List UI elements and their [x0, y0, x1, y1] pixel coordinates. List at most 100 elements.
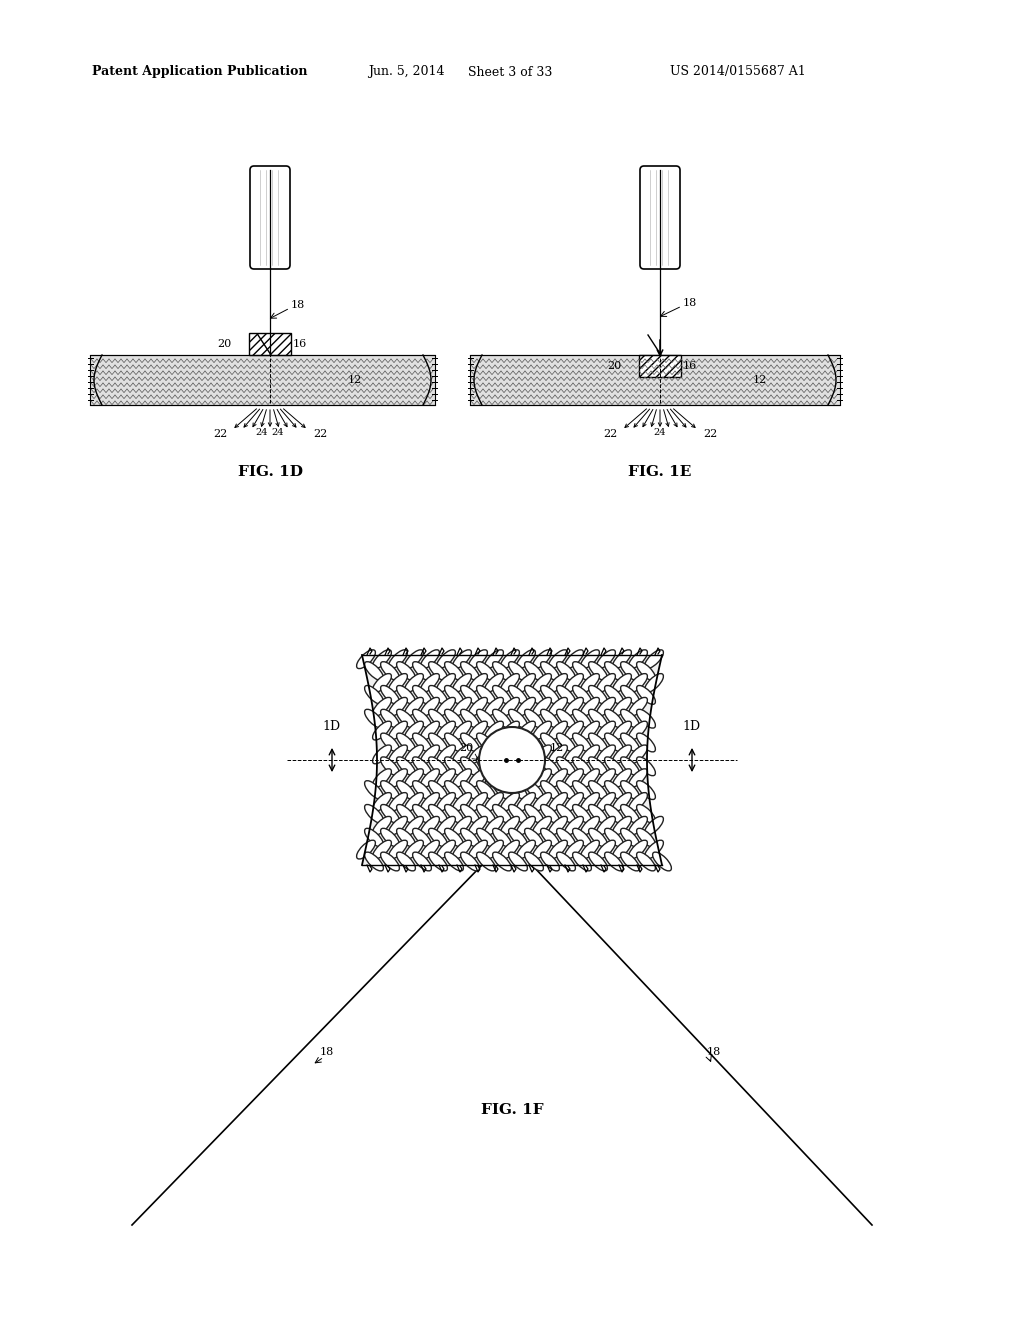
Ellipse shape — [581, 816, 599, 836]
Ellipse shape — [429, 804, 447, 824]
Ellipse shape — [604, 756, 624, 776]
Ellipse shape — [365, 685, 383, 705]
Ellipse shape — [501, 841, 519, 859]
Ellipse shape — [404, 697, 423, 717]
Ellipse shape — [564, 792, 584, 812]
Ellipse shape — [453, 841, 471, 859]
Ellipse shape — [532, 744, 551, 764]
Ellipse shape — [524, 828, 544, 847]
Ellipse shape — [388, 697, 408, 717]
Ellipse shape — [444, 853, 464, 871]
Ellipse shape — [365, 804, 383, 824]
Ellipse shape — [469, 792, 487, 812]
Ellipse shape — [413, 661, 431, 681]
Ellipse shape — [644, 841, 664, 859]
Ellipse shape — [581, 841, 599, 859]
Ellipse shape — [597, 744, 615, 764]
Ellipse shape — [429, 756, 447, 776]
Ellipse shape — [637, 804, 655, 824]
Text: 18: 18 — [319, 1047, 334, 1057]
Ellipse shape — [549, 721, 567, 741]
Circle shape — [479, 727, 545, 793]
Ellipse shape — [532, 673, 551, 693]
Ellipse shape — [589, 756, 607, 776]
Ellipse shape — [493, 661, 511, 681]
Ellipse shape — [436, 768, 456, 788]
Ellipse shape — [589, 661, 607, 681]
Polygon shape — [362, 655, 662, 865]
Ellipse shape — [429, 709, 447, 729]
Ellipse shape — [621, 804, 639, 824]
Text: 1D: 1D — [683, 719, 701, 733]
Ellipse shape — [516, 841, 536, 859]
Ellipse shape — [501, 673, 519, 693]
Ellipse shape — [453, 792, 471, 812]
Ellipse shape — [557, 661, 575, 681]
Ellipse shape — [549, 768, 567, 788]
Ellipse shape — [365, 661, 383, 681]
Ellipse shape — [564, 841, 584, 859]
Ellipse shape — [597, 841, 615, 859]
Ellipse shape — [413, 756, 431, 776]
Ellipse shape — [612, 649, 632, 669]
Ellipse shape — [484, 721, 504, 741]
Ellipse shape — [516, 721, 536, 741]
Ellipse shape — [629, 768, 647, 788]
Text: 24: 24 — [653, 428, 667, 437]
Ellipse shape — [541, 828, 559, 847]
Ellipse shape — [524, 756, 544, 776]
Ellipse shape — [532, 649, 551, 669]
Ellipse shape — [484, 816, 504, 836]
Ellipse shape — [516, 792, 536, 812]
Ellipse shape — [461, 780, 479, 800]
Ellipse shape — [413, 804, 431, 824]
Ellipse shape — [597, 816, 615, 836]
Ellipse shape — [637, 685, 655, 705]
Ellipse shape — [373, 697, 391, 717]
Ellipse shape — [493, 756, 511, 776]
Ellipse shape — [532, 816, 551, 836]
Ellipse shape — [629, 841, 647, 859]
Ellipse shape — [572, 733, 592, 752]
Ellipse shape — [597, 792, 615, 812]
Ellipse shape — [549, 649, 567, 669]
Ellipse shape — [373, 768, 391, 788]
Ellipse shape — [612, 816, 632, 836]
Ellipse shape — [476, 853, 496, 871]
Ellipse shape — [637, 733, 655, 752]
Ellipse shape — [509, 804, 527, 824]
Text: 24: 24 — [271, 428, 285, 437]
Ellipse shape — [421, 744, 439, 764]
Ellipse shape — [381, 780, 399, 800]
Ellipse shape — [581, 649, 599, 669]
Ellipse shape — [621, 756, 639, 776]
Ellipse shape — [524, 804, 544, 824]
Ellipse shape — [501, 792, 519, 812]
Ellipse shape — [444, 780, 464, 800]
Ellipse shape — [461, 853, 479, 871]
Ellipse shape — [532, 721, 551, 741]
Ellipse shape — [421, 697, 439, 717]
Ellipse shape — [557, 733, 575, 752]
Ellipse shape — [549, 697, 567, 717]
Ellipse shape — [453, 744, 471, 764]
Ellipse shape — [396, 709, 416, 729]
Ellipse shape — [597, 721, 615, 741]
Ellipse shape — [589, 733, 607, 752]
Ellipse shape — [381, 853, 399, 871]
Ellipse shape — [509, 709, 527, 729]
Ellipse shape — [404, 768, 423, 788]
Ellipse shape — [356, 841, 376, 859]
Ellipse shape — [373, 744, 391, 764]
Ellipse shape — [373, 792, 391, 812]
Ellipse shape — [557, 804, 575, 824]
FancyBboxPatch shape — [250, 166, 290, 269]
Ellipse shape — [413, 733, 431, 752]
Ellipse shape — [396, 804, 416, 824]
Ellipse shape — [581, 744, 599, 764]
Ellipse shape — [524, 709, 544, 729]
Ellipse shape — [396, 828, 416, 847]
Ellipse shape — [621, 709, 639, 729]
Ellipse shape — [589, 828, 607, 847]
Ellipse shape — [572, 853, 592, 871]
